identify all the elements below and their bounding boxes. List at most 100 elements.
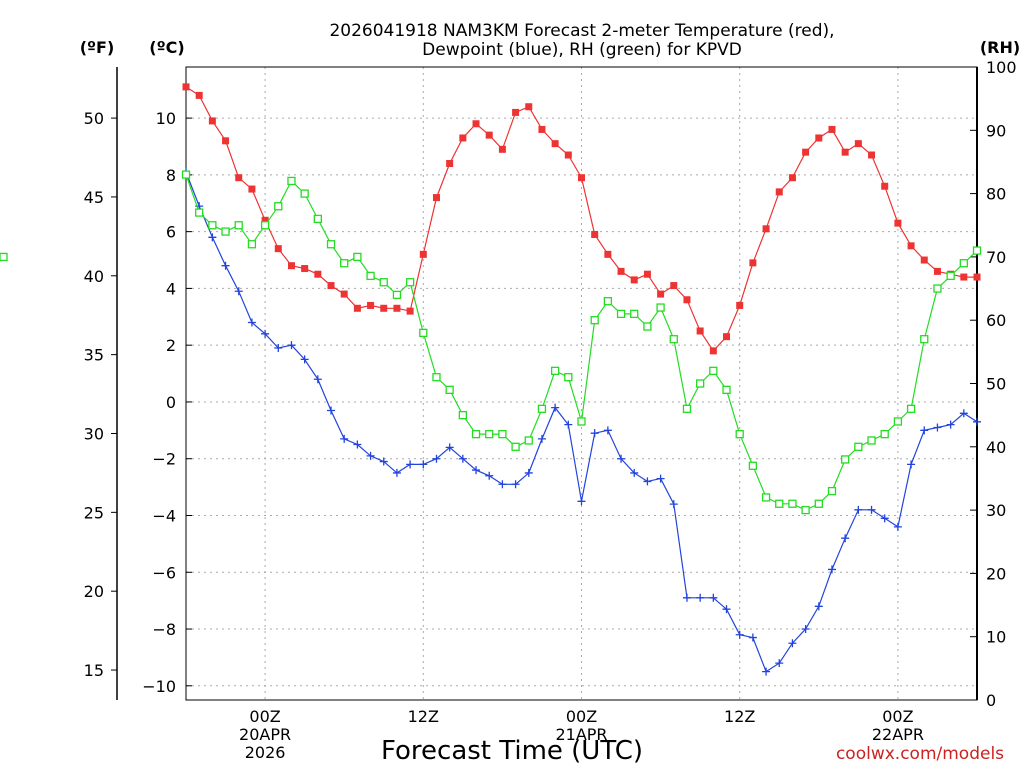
- rh-tick-label: 60: [986, 311, 1006, 330]
- rh-point: [616, 309, 626, 319]
- rh-point: [564, 373, 573, 382]
- temperature-point: [683, 296, 691, 304]
- rh-point: [696, 379, 705, 388]
- rh-point: [656, 303, 665, 312]
- rh-point: [181, 170, 191, 179]
- temperature-point: [960, 273, 968, 281]
- rh-point: [867, 436, 876, 445]
- dewpoint-point: [696, 593, 705, 602]
- chart-title-line1: 2026041918 NAM3KM Forecast 2-meter Tempe…: [329, 21, 834, 41]
- temperature-point: [367, 301, 375, 309]
- rh-point: [313, 214, 322, 224]
- rh-tick-label: 0: [986, 691, 996, 710]
- rh-point: [260, 221, 270, 230]
- temperature-point: [696, 327, 704, 335]
- rh-point: [748, 461, 758, 470]
- temperature-point: [841, 148, 849, 156]
- temperature-point: [353, 304, 361, 312]
- dewpoint-point: [617, 454, 626, 463]
- dewpoint-point: [735, 630, 744, 639]
- dewpoint-point: [722, 605, 731, 614]
- temperature-point: [459, 134, 467, 142]
- dewpoint-point: [511, 480, 520, 489]
- temperature-point: [538, 125, 546, 133]
- time-tick-label: 12Z: [724, 707, 755, 726]
- fahrenheit-tick-label: 50: [84, 109, 104, 128]
- temperature-point: [340, 290, 348, 298]
- rh-point: [577, 417, 586, 426]
- dewpoint-point: [709, 593, 718, 602]
- rh-tick-label: 100: [986, 58, 1017, 77]
- dewpoint-point: [682, 593, 691, 602]
- rh-point: [709, 366, 718, 375]
- grid-lines: [186, 67, 977, 700]
- chart-title-line2: Dewpoint (blue), RH (green) for KPVD: [422, 40, 742, 60]
- dewpoint-point: [221, 261, 230, 270]
- dewpoint-point: [274, 344, 283, 353]
- temperature-point: [564, 151, 572, 159]
- rh-point: [933, 284, 942, 293]
- rh-point: [445, 385, 454, 394]
- dewpoint-point: [880, 514, 889, 523]
- dewpoint-point: [933, 423, 942, 432]
- dewpoint-point: [261, 329, 270, 338]
- rh-point: [326, 240, 336, 249]
- dewpoint-point: [643, 477, 652, 486]
- plot-frame: [185, 66, 978, 701]
- fahrenheit-tick-label: 25: [84, 503, 104, 522]
- dewpoint-point: [893, 522, 902, 531]
- time-tick-label: 00Z: [882, 707, 913, 726]
- rh-point: [775, 499, 784, 508]
- temperature-point: [723, 333, 731, 341]
- rh-point: [340, 259, 349, 268]
- dewpoint-point: [973, 417, 981, 426]
- dewpoint-point: [551, 403, 560, 412]
- rh-point: [247, 240, 257, 249]
- rh-point: [669, 335, 678, 344]
- temperature-point: [287, 262, 295, 270]
- temperature-point: [578, 174, 585, 182]
- dewpoint-point: [406, 460, 415, 469]
- dewpoint-point: [419, 460, 428, 469]
- temperature-point: [551, 140, 559, 148]
- dewpoint-point: [340, 434, 349, 443]
- dewpoint-point: [564, 420, 573, 429]
- dewpoint-point: [379, 457, 388, 466]
- dewpoint-point: [327, 406, 336, 415]
- time-tick-label: 21APR: [555, 725, 607, 744]
- time-tick-label: 2026: [245, 743, 286, 762]
- dewpoint-point: [247, 318, 256, 327]
- temperature-point: [512, 108, 520, 116]
- time-tick-label: 20APR: [239, 725, 291, 744]
- rh-point: [287, 176, 296, 186]
- rh-point: [471, 429, 481, 439]
- temperature-point: [446, 160, 454, 168]
- temperature-point: [933, 267, 941, 275]
- rh-point: [485, 429, 494, 439]
- rh-point: [366, 271, 375, 281]
- temperature-point: [301, 265, 309, 273]
- temperature-point: [604, 250, 612, 258]
- temperature-point: [432, 194, 440, 202]
- temperature-point: [485, 131, 493, 139]
- temperature-point: [617, 267, 625, 275]
- temperature-point: [498, 145, 506, 153]
- rh-point: [590, 316, 599, 325]
- temperature-point: [393, 304, 401, 312]
- celsius-tick-label: −8: [152, 620, 176, 639]
- rh-point: [643, 322, 652, 331]
- temperature-point: [208, 117, 216, 125]
- dewpoint-point: [656, 474, 665, 483]
- temperature-point: [736, 301, 744, 309]
- dewpoint-point: [392, 468, 401, 477]
- dewpoint-point: [669, 500, 678, 509]
- dewpoint-point: [801, 625, 810, 634]
- celsius-tick-label: 6: [166, 223, 176, 242]
- temperature-point: [643, 270, 651, 278]
- rh-tick-label: 50: [986, 375, 1006, 394]
- rh-point: [432, 373, 441, 382]
- dewpoint-point: [472, 466, 481, 475]
- rh-point: [392, 290, 402, 300]
- temperature-point: [920, 256, 928, 264]
